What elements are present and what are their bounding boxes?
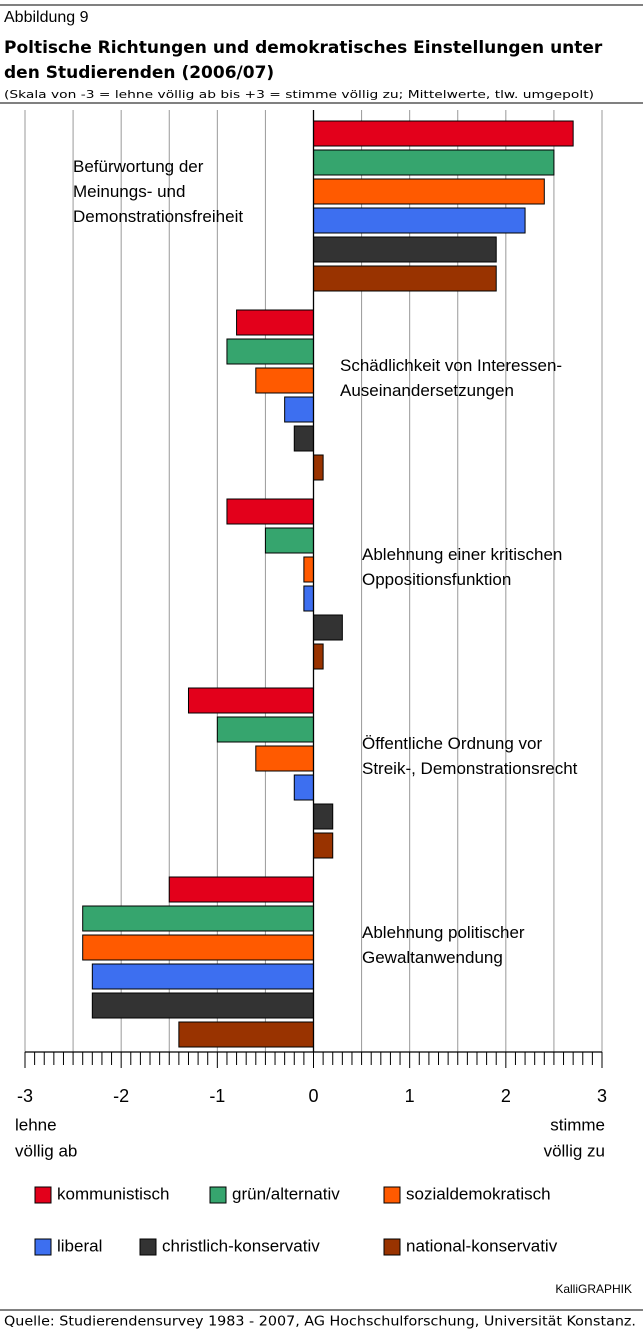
bar xyxy=(255,367,315,394)
bar xyxy=(168,876,314,903)
x-tick-label: 3 xyxy=(597,1086,607,1106)
category-label-line: Ablehnung politischer xyxy=(362,923,525,942)
legend-label: sozialdemokratisch xyxy=(406,1184,551,1203)
bar xyxy=(303,585,314,612)
legend-swatch xyxy=(383,1186,401,1204)
legend-label: christlich-konservativ xyxy=(162,1236,320,1255)
bar xyxy=(313,643,324,670)
source: Quelle: Studierendensurvey 1983 - 2007, … xyxy=(4,1315,636,1330)
category-label-line: Streik-, Demonstrationsrecht xyxy=(362,759,578,778)
legend-label: grün/alternativ xyxy=(232,1184,340,1203)
figure-label: Abbildung 9 xyxy=(4,9,89,26)
legend-swatch xyxy=(139,1238,157,1256)
bar xyxy=(313,614,343,641)
category-label-line: Demonstrationsfreiheit xyxy=(73,207,243,226)
category-label: Schädlichkeit von Interessen- Auseinander… xyxy=(340,356,562,400)
category-label: Ablehnung politischer Gewaltanwendung xyxy=(362,923,525,967)
category-label: Ablehnung einer kritischen Oppositionsfun… xyxy=(362,545,562,589)
bar xyxy=(313,236,497,263)
category-label-line: Meinungs- und xyxy=(73,182,185,201)
x-tick-label: 2 xyxy=(501,1086,511,1106)
bar xyxy=(82,934,314,961)
bar xyxy=(293,425,314,452)
legend-label: kommunistisch xyxy=(57,1184,169,1203)
bar xyxy=(303,556,314,583)
bar xyxy=(216,716,314,743)
legend-label: national-konservativ xyxy=(406,1236,558,1255)
axis-end-label: völlig ab xyxy=(15,1141,77,1160)
credit: KalliGRAPHIK xyxy=(555,1282,632,1296)
x-tick-label: -1 xyxy=(209,1086,225,1106)
category-label: Befürwortung der Meinungs- und Demonstrati… xyxy=(73,157,243,226)
bar xyxy=(313,120,574,147)
x-tick-label: 0 xyxy=(308,1086,318,1106)
bar xyxy=(264,527,314,554)
bar xyxy=(178,1021,314,1048)
legend-swatch xyxy=(383,1238,401,1256)
chart-title: den Studierenden (2006/07) xyxy=(4,63,274,83)
legend-label: liberal xyxy=(57,1236,102,1255)
bar xyxy=(313,207,526,234)
bar xyxy=(82,905,314,932)
category-label-line: Befürwortung der xyxy=(73,157,204,176)
x-tick-label: -3 xyxy=(17,1086,33,1106)
bar xyxy=(236,309,314,336)
x-tick-label: 1 xyxy=(405,1086,415,1106)
bar xyxy=(313,803,334,830)
category-label-line: Gewaltanwendung xyxy=(362,948,503,967)
category-label-line: Oppositionsfunktion xyxy=(362,570,511,589)
legend-swatch xyxy=(34,1238,52,1256)
bar xyxy=(255,745,315,772)
chart-title: Poltische Richtungen und demokratisches … xyxy=(4,38,603,58)
category-label-line: Ablehnung einer kritischen xyxy=(362,545,562,564)
x-tick-label: -2 xyxy=(113,1086,129,1106)
bar xyxy=(313,454,324,481)
category-label-line: Auseinandersetzungen xyxy=(340,381,514,400)
axis-end-label: lehne xyxy=(15,1115,57,1134)
legend-swatch xyxy=(34,1186,52,1204)
bar xyxy=(226,498,314,525)
bar xyxy=(293,774,314,801)
bar xyxy=(313,265,497,292)
axis-end-label: stimme xyxy=(550,1115,605,1134)
category-label-line: Öffentliche Ordnung vor xyxy=(362,734,543,753)
bar xyxy=(91,992,314,1019)
bar xyxy=(313,178,545,205)
bar xyxy=(313,832,334,859)
axis-end-label: völlig zu xyxy=(544,1141,605,1160)
legend-swatch xyxy=(209,1186,227,1204)
bar xyxy=(226,338,314,365)
bar xyxy=(187,687,315,714)
bar xyxy=(284,396,314,423)
category-label: Öffentliche Ordnung vor Streik-, Demonstr… xyxy=(362,734,578,778)
bar xyxy=(91,963,314,990)
chart-subtitle: (Skala von -3 = lehne völlig ab bis +3 =… xyxy=(4,88,594,101)
bar xyxy=(313,149,555,176)
category-label-line: Schädlichkeit von Interessen- xyxy=(340,356,562,375)
